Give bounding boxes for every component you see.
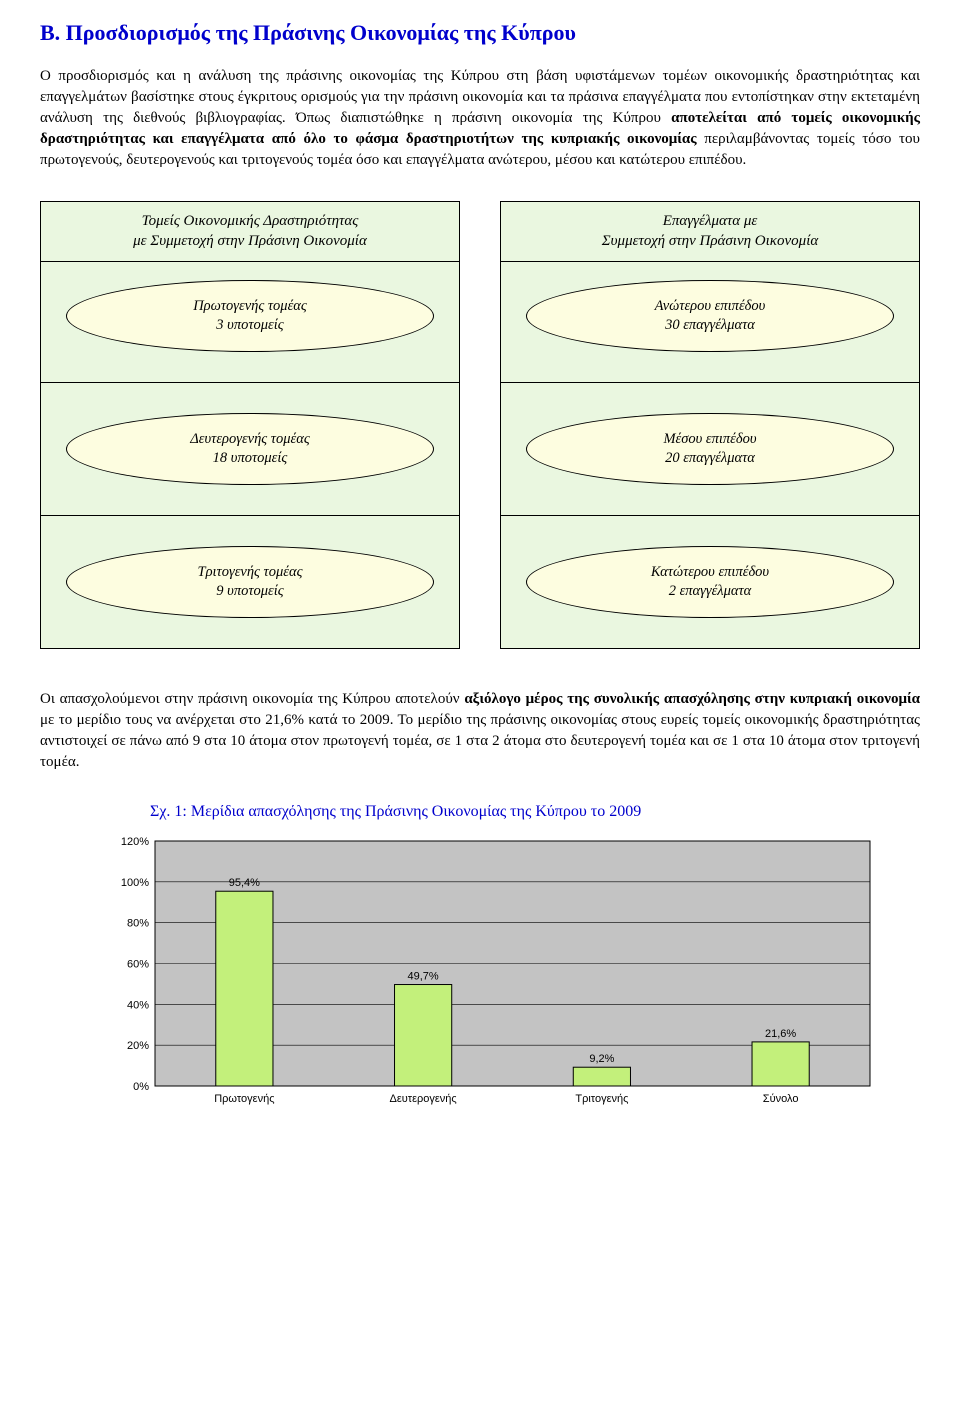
ellipse-line2: 9 υποτομείς	[216, 582, 283, 601]
diagram-left-item-2: Δευτερογενής τομέας 18 υποτομείς	[66, 413, 434, 485]
ellipse-line2: 2 επαγγέλματα	[669, 582, 752, 601]
para2-text-b: με το μερίδιο τους να ανέρχεται στο 21,6…	[40, 712, 920, 770]
diagram-left-item-3: Τριτογενής τομέας 9 υποτομείς	[66, 546, 434, 618]
svg-text:9,2%: 9,2%	[589, 1053, 614, 1065]
paragraph-2: Οι απασχολούμενοι στην πράσινη οικονομία…	[40, 689, 920, 773]
diagram-right-header: Επαγγέλματα με Συμμετοχή στην Πράσινη Οι…	[501, 202, 919, 262]
svg-text:95,4%: 95,4%	[229, 877, 260, 889]
diagram-left-header-l1: Τομείς Οικονομικής Δραστηριότητας	[49, 212, 451, 232]
diagram-left-column: Τομείς Οικονομικής Δραστηριότητας με Συμ…	[40, 201, 460, 649]
ellipse-line1: Μέσου επιπέδου	[663, 430, 756, 449]
chart-title: Σχ. 1: Μερίδια απασχόλησης της Πράσινης …	[150, 803, 920, 821]
diagram-right-item-3: Κατώτερου επιπέδου 2 επαγγέλματα	[526, 546, 894, 618]
svg-text:40%: 40%	[127, 999, 149, 1011]
svg-text:20%: 20%	[127, 1040, 149, 1052]
svg-text:0%: 0%	[133, 1081, 149, 1093]
svg-text:Πρωτογενής: Πρωτογενής	[214, 1093, 274, 1105]
svg-text:Δευτερογενής: Δευτερογενής	[390, 1093, 457, 1105]
ellipse-line1: Δευτερογενής τομέας	[190, 430, 309, 449]
ellipse-line1: Ανώτερου επιπέδου	[655, 297, 766, 316]
diagram-container: Τομείς Οικονομικής Δραστηριότητας με Συμ…	[40, 201, 920, 649]
svg-text:120%: 120%	[121, 836, 149, 848]
diagram-left-items: Πρωτογενής τομέας 3 υποτομείς Δευτερογεν…	[41, 262, 459, 648]
svg-text:Σύνολο: Σύνολο	[763, 1093, 799, 1105]
diagram-right-items: Ανώτερου επιπέδου 30 επαγγέλματα Μέσου ε…	[501, 262, 919, 648]
diagram-left-header-l2: με Συμμετοχή στην Πράσινη Οικονομία	[49, 232, 451, 252]
ellipse-line2: 30 επαγγέλματα	[665, 316, 755, 335]
diagram-right-header-l1: Επαγγέλματα με	[509, 212, 911, 232]
section-heading: Β. Προσδιορισμός της Πράσινης Οικονομίας…	[40, 20, 920, 46]
diagram-left-item-1: Πρωτογενής τομέας 3 υποτομείς	[66, 280, 434, 352]
paragraph-1: Ο προσδιορισμός και η ανάλυση της πράσιν…	[40, 66, 920, 171]
svg-text:Τριτογενής: Τριτογενής	[575, 1093, 628, 1105]
svg-text:60%: 60%	[127, 959, 149, 971]
para2-text-bold: αξιόλογο μέρος της συνολικής απασχόλησης…	[464, 691, 920, 707]
diagram-separator	[501, 515, 919, 516]
ellipse-line2: 3 υποτομείς	[216, 316, 283, 335]
diagram-separator	[41, 382, 459, 383]
ellipse-line1: Κατώτερου επιπέδου	[651, 563, 769, 582]
para2-text-a: Οι απασχολούμενοι στην πράσινη οικονομία…	[40, 691, 464, 707]
bar-chart: 0% 20% 40% 60% 80% 100% 120% 95,4% Πρωτογενής 49,…	[100, 831, 880, 1111]
diagram-separator	[41, 515, 459, 516]
ellipse-line2: 18 υποτομείς	[213, 449, 288, 468]
diagram-left-header: Τομείς Οικονομικής Δραστηριότητας με Συμ…	[41, 202, 459, 262]
diagram-right-header-l2: Συμμετοχή στην Πράσινη Οικονομία	[509, 232, 911, 252]
svg-text:100%: 100%	[121, 877, 149, 889]
svg-text:80%: 80%	[127, 918, 149, 930]
ellipse-line1: Πρωτογενής τομέας	[193, 297, 307, 316]
svg-text:21,6%: 21,6%	[765, 1028, 796, 1040]
diagram-separator	[501, 382, 919, 383]
diagram-right-column: Επαγγέλματα με Συμμετοχή στην Πράσινη Οι…	[500, 201, 920, 649]
diagram-right-item-1: Ανώτερου επιπέδου 30 επαγγέλματα	[526, 280, 894, 352]
ellipse-line2: 20 επαγγέλματα	[665, 449, 755, 468]
diagram-right-item-2: Μέσου επιπέδου 20 επαγγέλματα	[526, 413, 894, 485]
ellipse-line1: Τριτογενής τομέας	[198, 563, 303, 582]
svg-text:49,7%: 49,7%	[408, 971, 439, 983]
